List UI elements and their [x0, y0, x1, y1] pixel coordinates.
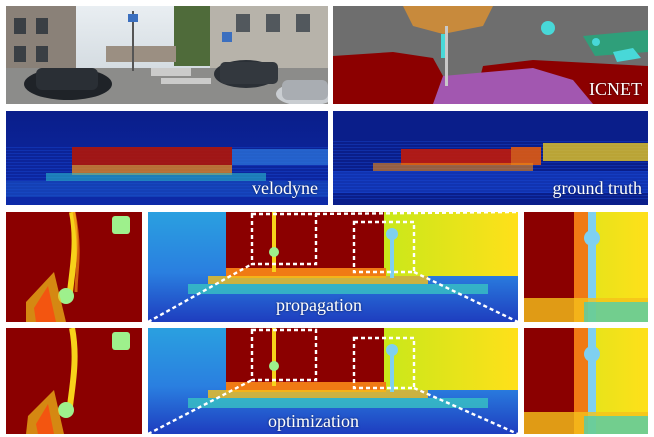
ground-truth-panel: ground truth	[333, 111, 648, 205]
optimization-depth-map: optimization	[148, 328, 518, 434]
rgb-street-photo	[6, 6, 328, 104]
segmentation-panel: ICNET	[333, 6, 648, 104]
segmentation-label: ICNET	[589, 79, 642, 99]
velodyne-panel: velodyne	[6, 111, 328, 205]
optimization-left-crop	[6, 328, 142, 434]
optimization-right-crop	[524, 328, 648, 434]
ground-truth-label: ground truth	[552, 178, 643, 198]
optimization-label: optimization	[268, 411, 359, 431]
propagation-right-crop	[524, 212, 648, 322]
velodyne-label: velodyne	[252, 178, 318, 198]
propagation-label: propagation	[276, 295, 362, 315]
propagation-left-crop	[6, 212, 142, 322]
propagation-depth-map: propagation	[148, 212, 518, 322]
